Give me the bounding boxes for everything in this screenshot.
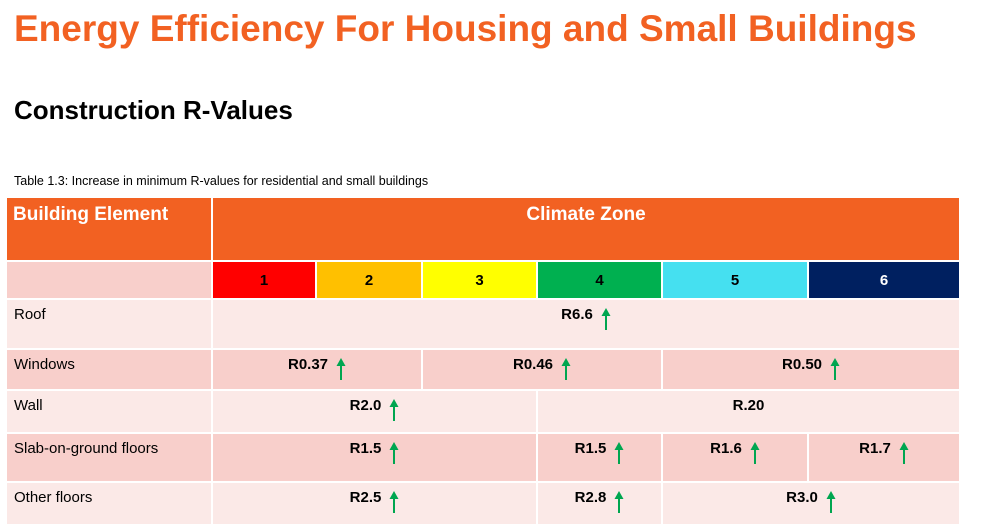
value-cell: R1.7 — [807, 432, 961, 483]
value-cell: R1.6 — [661, 432, 809, 483]
row-label: Other floors — [5, 481, 213, 526]
up-arrow — [389, 399, 399, 421]
up-arrow — [601, 308, 611, 330]
zone-row: 1 2 3 4 5 6 — [5, 260, 961, 300]
row: Other floors R2.5 R2.8 R3.0 — [5, 481, 961, 526]
value: R0.50 — [781, 356, 823, 373]
value: R0.46 — [512, 356, 554, 373]
row-label: Windows — [5, 348, 213, 391]
header-row: Building Element Climate Zone — [5, 196, 961, 262]
row: Wall R2.0 R.20 — [5, 389, 961, 434]
value-cell: R1.5 — [211, 432, 538, 483]
empty-cell — [5, 260, 213, 300]
value-cell: R2.5 — [211, 481, 538, 526]
up-arrow — [389, 442, 399, 464]
r-value-table: Building Element Climate Zone 1 2 3 4 5 … — [5, 196, 961, 526]
value-cell: R0.46 — [421, 348, 663, 391]
header-cell: Building Element — [5, 196, 213, 262]
value: R1.5 — [574, 440, 607, 457]
value: R6.6 — [561, 306, 593, 323]
value-cell: R.20 — [536, 389, 961, 434]
value: R.20 — [732, 397, 765, 414]
caption: Table 1.3: Increase in minimum R-values … — [14, 174, 429, 188]
zone-cell: 6 — [807, 260, 961, 300]
zone-cell: 1 — [211, 260, 317, 300]
value: R1.6 — [710, 440, 742, 457]
value: R1.5 — [349, 440, 382, 457]
up-arrow — [561, 358, 571, 380]
value-cell: R2.0 — [211, 389, 538, 434]
header-cell: Climate Zone — [211, 196, 961, 262]
up-arrow — [830, 358, 840, 380]
subtitle: Construction R-Values — [14, 95, 293, 125]
up-arrow — [899, 442, 909, 464]
value-cell: R0.50 — [661, 348, 961, 391]
up-arrow — [614, 442, 624, 464]
zone-cell: 5 — [661, 260, 809, 300]
title: Energy Efficiency For Housing and Small … — [14, 8, 917, 49]
row: Slab-on-ground floors R1.5 R1.5 R1.6 R1.… — [5, 432, 961, 483]
value: R2.8 — [574, 489, 607, 506]
up-arrow — [750, 442, 760, 464]
up-arrow — [826, 491, 836, 513]
row: Roof R6.6 — [5, 298, 961, 350]
up-arrow — [389, 491, 399, 513]
value-cell: R0.37 — [211, 348, 423, 391]
value-cell: R3.0 — [661, 481, 961, 526]
value-cell: R1.5 — [536, 432, 663, 483]
up-arrow — [336, 358, 346, 380]
zone-cell: 3 — [421, 260, 538, 300]
value: R2.0 — [349, 397, 382, 414]
row-label: Roof — [5, 298, 213, 350]
value-cell: R6.6 — [211, 298, 961, 350]
value: R0.37 — [287, 356, 329, 373]
row-label: Slab-on-ground floors — [5, 432, 213, 483]
value-cell: R2.8 — [536, 481, 663, 526]
zone-cell: 2 — [315, 260, 423, 300]
value: R3.0 — [786, 489, 818, 506]
value: R2.5 — [349, 489, 382, 506]
row-label: Wall — [5, 389, 213, 434]
row: Windows R0.37 R0.46 R0.50 — [5, 348, 961, 391]
zone-cell: 4 — [536, 260, 663, 300]
up-arrow — [614, 491, 624, 513]
value: R1.7 — [859, 440, 891, 457]
